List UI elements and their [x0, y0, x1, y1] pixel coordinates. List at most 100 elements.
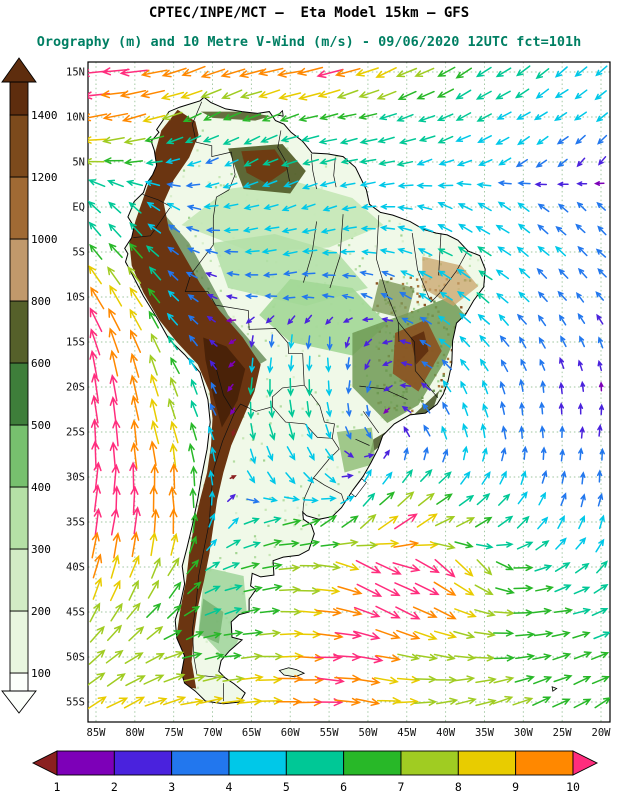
terrain-speckle [455, 402, 458, 406]
terrain-speckle [488, 601, 490, 603]
axis-labels: 15N 10N 5N EQ 5S 10S 15S 20S 25S 30S 35S 40S 45S 50S 5… [66, 67, 611, 740]
wind-arrow [129, 374, 139, 401]
wind-arrow [150, 419, 160, 445]
wind-arrow [395, 67, 418, 78]
wind-arrow [377, 136, 395, 144]
wind-arrow [342, 317, 353, 323]
terrain-speckle [361, 582, 364, 585]
wind-arrow [301, 270, 316, 277]
wind-arrow [499, 400, 506, 415]
terrain-speckle [296, 506, 299, 509]
wind-arrow [186, 247, 200, 254]
terrain-speckle [360, 413, 363, 416]
wind-arrow [340, 495, 355, 505]
terrain-speckle [369, 166, 372, 169]
wind-arrow [231, 428, 236, 437]
terrain-speckle [269, 497, 272, 500]
wind-arrow [263, 204, 279, 211]
wind-arrow [417, 115, 436, 123]
terrain-speckle [176, 668, 179, 671]
wind-arrow [477, 313, 491, 325]
terrain-speckle [314, 391, 317, 394]
wind-arrow [110, 554, 120, 579]
wind-arrow [458, 312, 472, 324]
wind-colorbar-label: 7 [398, 780, 405, 794]
terrain-speckle [324, 165, 328, 168]
wind-arrow [144, 180, 161, 187]
wind-arrow [383, 449, 391, 459]
wind-arrow [554, 245, 567, 257]
wind-arrow [285, 472, 296, 485]
terrain-speckle [129, 559, 132, 562]
wind-arrow [497, 246, 512, 256]
wind-arrow [436, 697, 459, 705]
wind-colorbar-label: 4 [226, 780, 233, 794]
terrain-speckle [427, 509, 430, 512]
orography-patch [422, 256, 479, 306]
wind-arrow [316, 676, 345, 685]
terrain-speckle [282, 499, 285, 502]
wind-arrow [436, 88, 455, 98]
wind-arrow [363, 468, 372, 483]
wind-arrow [143, 674, 165, 685]
wind-arrow [383, 384, 393, 392]
wind-arrow [278, 564, 301, 572]
wind-arrow [303, 472, 315, 484]
terrain-speckle [165, 468, 169, 471]
wind-arrow [259, 629, 282, 637]
terrain-speckle [124, 329, 126, 332]
terrain-speckle [183, 518, 186, 522]
wind-arrow [222, 111, 242, 121]
wind-arrow [481, 471, 491, 485]
terrain-speckle [145, 410, 148, 413]
wind-arrow [207, 425, 215, 441]
orography-colorbar-label: 300 [31, 543, 51, 556]
wind-arrow [105, 649, 124, 664]
country-border [329, 214, 344, 289]
terrain-speckle [459, 684, 462, 688]
wind-arrow [493, 609, 516, 617]
terrain-speckle [340, 601, 343, 604]
wind-arrow [383, 407, 390, 415]
wind-arrow [353, 606, 381, 618]
wind-arrow [259, 607, 281, 615]
terrain-speckle [455, 342, 458, 346]
wind-arrow [276, 69, 304, 78]
wind-arrow [130, 394, 140, 421]
wind-arrow [209, 359, 218, 370]
wind-arrow [140, 89, 165, 99]
wind-arrow [456, 517, 476, 528]
terrain-speckle [194, 235, 197, 238]
wind-arrow [147, 579, 160, 599]
wind-arrow [88, 649, 106, 665]
wind-arrow [434, 542, 456, 550]
wind-arrow [325, 448, 334, 462]
wind-arrow [163, 650, 185, 660]
terrain-speckle [457, 403, 460, 406]
wind-arrow [130, 419, 139, 446]
wind-arrow [496, 292, 509, 304]
wind-arrow [536, 267, 548, 279]
wind-arrow [479, 358, 489, 372]
terrain-speckle [417, 303, 420, 306]
terrain-speckle [474, 571, 477, 574]
terrain-speckle [249, 657, 252, 660]
terrain-speckle [332, 570, 335, 573]
wind-arrow [304, 314, 313, 324]
terrain-speckle [177, 490, 180, 493]
wind-arrow [553, 607, 574, 615]
terrain-speckle [442, 548, 445, 551]
terrain-speckle [208, 393, 211, 396]
terrain-speckle [129, 567, 132, 571]
terrain-speckle [187, 433, 190, 436]
terrain-speckle [334, 135, 337, 138]
terrain-speckle [422, 603, 425, 606]
wind-arrow [437, 135, 454, 144]
wind-arrow [500, 447, 507, 462]
terrain-speckle [372, 669, 375, 672]
wind-arrow [102, 112, 129, 121]
wind-arrow [108, 327, 120, 354]
wind-arrow [147, 223, 162, 234]
wind-arrow [262, 562, 283, 570]
wind-arrow [535, 585, 555, 592]
